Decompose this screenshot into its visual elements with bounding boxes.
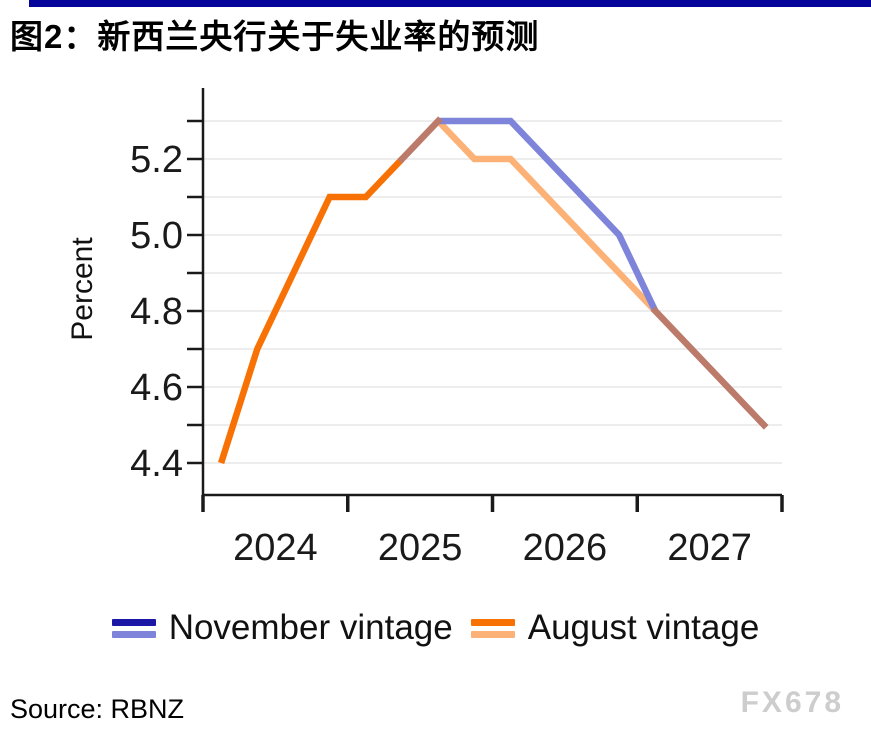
legend-label: November vintage (168, 608, 453, 647)
y-tick-label: 4.6 (130, 367, 183, 409)
overlap-line (650, 306, 769, 430)
legend: November vintage August vintage (0, 608, 871, 648)
x-tick-label: 2026 (523, 527, 608, 569)
y-tick-label: 5.0 (130, 215, 183, 257)
legend-swatch-forecast-bar (111, 630, 156, 638)
figure-title: 图2：新西兰央行关于失业率的预测 (10, 18, 540, 55)
legend-swatch (470, 618, 515, 638)
legend-swatch-forecast-bar (470, 630, 515, 638)
legend-item: November vintage (111, 608, 453, 648)
x-tick-label: 2025 (378, 527, 463, 569)
legend-item: August vintage (470, 608, 760, 648)
y-tick-label: 4.4 (130, 443, 183, 485)
august-vintage-line (435, 118, 658, 314)
legend-swatch-history-bar (111, 618, 156, 626)
y-tick-label: 4.8 (130, 291, 183, 333)
x-tick-label: 2027 (667, 527, 752, 569)
x-tick-label: 2024 (233, 527, 318, 569)
axis-spine (201, 88, 782, 497)
y-axis-title: Percent (66, 237, 99, 341)
november-vintage-line (438, 117, 659, 313)
legend-swatch-history-bar (470, 618, 515, 626)
source-text: Source: RBNZ (10, 694, 185, 724)
legend-label: August vintage (527, 608, 760, 647)
legend-swatch (111, 618, 156, 638)
header-accent-bar (29, 0, 871, 7)
y-tick-label: 5.2 (130, 139, 183, 181)
watermark: FX678 (740, 686, 844, 719)
august-vintage-line (217, 156, 405, 464)
overlap-line (397, 116, 443, 164)
